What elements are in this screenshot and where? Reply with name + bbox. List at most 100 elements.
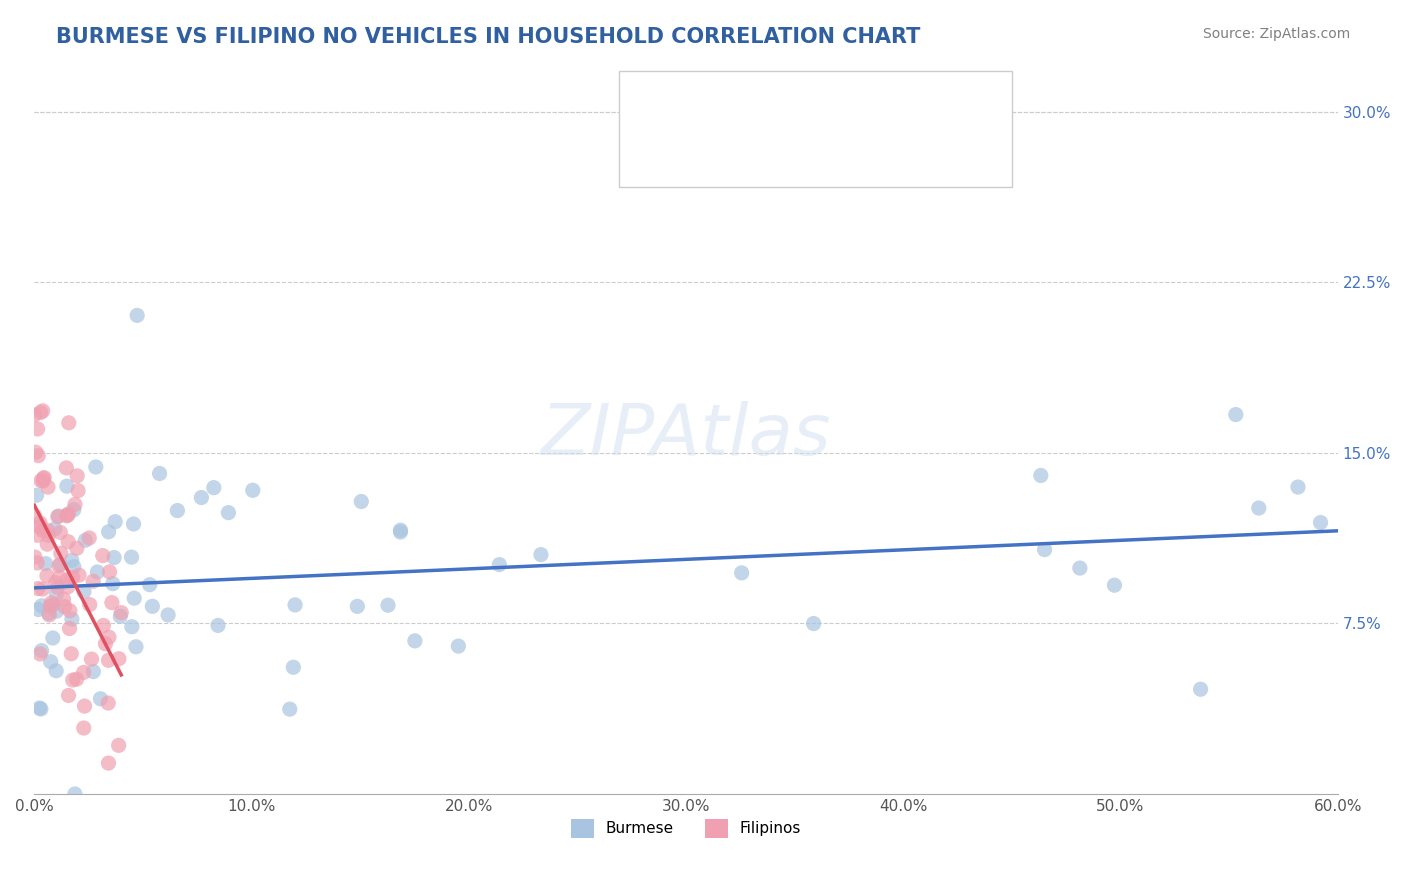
- Point: [31, 599, 53, 613]
- Point: [73, 665, 96, 680]
- Text: N =: N =: [863, 148, 891, 163]
- Point: [25, 556, 48, 570]
- Point: [89, 691, 111, 706]
- Point: [31, 582, 53, 596]
- Text: 0.116: 0.116: [756, 97, 804, 112]
- Point: [45, 604, 67, 618]
- Point: [530, 548, 553, 562]
- Point: [1033, 542, 1056, 557]
- Point: [404, 633, 426, 648]
- Point: [121, 620, 143, 634]
- Point: [202, 481, 225, 495]
- Point: [389, 524, 412, 539]
- Point: [190, 491, 212, 505]
- Point: [49, 546, 72, 560]
- Point: [1189, 682, 1212, 697]
- Point: [73, 721, 96, 735]
- Point: [73, 699, 96, 714]
- Point: [35, 568, 58, 582]
- Point: [56, 534, 79, 549]
- Point: [48, 570, 70, 584]
- Point: [1069, 561, 1091, 575]
- Point: [66, 541, 89, 556]
- Text: -0.507: -0.507: [745, 148, 799, 163]
- Point: [38, 606, 60, 620]
- Point: [56, 573, 79, 587]
- Point: [166, 503, 188, 517]
- Point: [108, 651, 131, 665]
- Point: [56, 580, 79, 594]
- Point: [346, 599, 368, 614]
- Point: [32, 470, 55, 484]
- Text: Source: ZipAtlas.com: Source: ZipAtlas.com: [1202, 27, 1350, 41]
- Text: R =: R =: [686, 97, 714, 112]
- Point: [45, 664, 67, 678]
- Point: [39, 655, 62, 669]
- Point: [48, 509, 70, 524]
- Point: [80, 652, 103, 666]
- Point: [30, 474, 52, 488]
- Point: [488, 558, 510, 572]
- Point: [45, 575, 67, 590]
- Point: [27, 602, 49, 616]
- Point: [82, 665, 104, 679]
- Point: [60, 612, 83, 626]
- Point: [1104, 578, 1126, 592]
- Point: [38, 607, 60, 622]
- Point: [42, 598, 65, 612]
- Point: [58, 689, 80, 703]
- Point: [73, 584, 96, 599]
- Bar: [627, 83, 673, 127]
- Point: [46, 509, 69, 524]
- Point: [63, 787, 86, 801]
- Point: [39, 599, 62, 614]
- Point: [1247, 501, 1270, 516]
- Point: [49, 558, 72, 572]
- Point: [45, 587, 67, 601]
- Point: [97, 524, 120, 539]
- Point: [79, 598, 101, 612]
- Point: [56, 508, 79, 523]
- Point: [389, 523, 412, 537]
- Point: [97, 696, 120, 710]
- Point: [97, 756, 120, 771]
- Bar: [627, 134, 673, 178]
- Point: [1029, 468, 1052, 483]
- Point: [41, 596, 63, 610]
- Point: [28, 519, 51, 533]
- Point: [284, 598, 307, 612]
- Point: [60, 553, 83, 567]
- Point: [91, 549, 114, 563]
- Legend: Burmese, Filipinos: Burmese, Filipinos: [565, 813, 807, 844]
- Point: [59, 604, 82, 618]
- Point: [62, 570, 84, 584]
- Point: [58, 507, 80, 521]
- Point: [65, 672, 87, 686]
- Point: [37, 528, 59, 542]
- Point: [148, 467, 170, 481]
- Point: [138, 578, 160, 592]
- Point: [122, 516, 145, 531]
- Point: [97, 630, 120, 644]
- Point: [31, 643, 53, 657]
- Text: R =: R =: [686, 148, 714, 163]
- Point: [94, 637, 117, 651]
- Point: [67, 483, 90, 498]
- Point: [62, 673, 84, 687]
- Point: [127, 309, 149, 323]
- Point: [103, 550, 125, 565]
- Point: [207, 618, 229, 632]
- Point: [122, 591, 145, 606]
- Point: [121, 550, 143, 565]
- Point: [30, 647, 52, 661]
- Point: [110, 609, 132, 624]
- Point: [49, 525, 72, 540]
- Point: [44, 522, 66, 536]
- Point: [217, 506, 239, 520]
- Point: [63, 559, 86, 574]
- Point: [28, 701, 51, 715]
- Point: [104, 515, 127, 529]
- Point: [30, 516, 52, 530]
- Point: [67, 568, 90, 582]
- Text: BURMESE VS FILIPINO NO VEHICLES IN HOUSEHOLD CORRELATION CHART: BURMESE VS FILIPINO NO VEHICLES IN HOUSE…: [56, 27, 921, 46]
